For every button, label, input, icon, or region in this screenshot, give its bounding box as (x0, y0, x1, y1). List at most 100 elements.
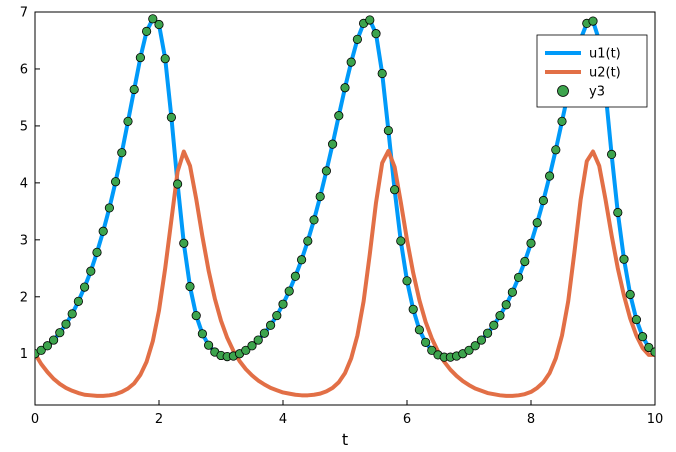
series-point-y3-95 (619, 254, 629, 264)
legend-label-u2t: u2(t) (589, 66, 621, 81)
series-point-y3-49 (334, 111, 344, 121)
x-tick-label-1: 2 (155, 412, 163, 427)
y-tick-label-6: 7 (20, 6, 28, 21)
series-point-y3-46 (315, 191, 325, 202)
series-line-u2t (35, 148, 655, 398)
series-point-y3-98 (637, 332, 648, 342)
series-point-y3-43 (296, 255, 307, 265)
series-point-y3-62 (414, 325, 424, 335)
x-tick-label-5: 10 (647, 412, 664, 427)
series-point-y3-21 (160, 54, 170, 64)
series-point-y3-97 (631, 314, 642, 325)
series-point-y3-6 (67, 309, 77, 319)
series-point-y3-47 (321, 166, 331, 176)
series-point-y3-18 (142, 26, 152, 36)
series-point-y3-5 (61, 319, 71, 329)
x-tick-label-3: 6 (403, 412, 411, 427)
series-point-y3-56 (377, 68, 387, 79)
series-point-y3-10 (92, 247, 102, 257)
series-point-y3-52 (352, 34, 362, 44)
series-point-y3-85 (557, 116, 567, 126)
series-point-y3-100 (650, 347, 655, 357)
series-point-y3-12 (104, 203, 115, 213)
series-point-y3-42 (290, 271, 300, 281)
series-point-y3-17 (135, 52, 145, 63)
series-point-y3-51 (346, 57, 356, 67)
series-point-y3-54 (365, 15, 375, 25)
series-point-y3-15 (123, 116, 133, 126)
series-point-y3-3 (48, 335, 59, 345)
series-point-y3-58 (389, 185, 400, 195)
series-point-y3-24 (179, 238, 189, 248)
series-point-y3-93 (606, 149, 617, 159)
series-point-y3-16 (129, 84, 139, 95)
series-point-y3-72 (476, 335, 486, 345)
series-point-y3-80 (526, 238, 536, 248)
series-point-y3-57 (383, 125, 393, 136)
series-point-y3-55 (371, 29, 381, 39)
series-point-y3-9 (86, 266, 96, 276)
series-point-y3-7 (73, 296, 84, 306)
series-point-y3-23 (173, 179, 183, 189)
series-point-y3-61 (408, 304, 418, 314)
x-tick-label-0: 0 (31, 412, 39, 427)
legend: u1(t) u2(t) y3 (536, 34, 648, 108)
series-point-y3-2 (42, 341, 53, 351)
series-point-y3-83 (544, 171, 555, 181)
series-point-y3-1 (36, 345, 46, 355)
series-point-y3-20 (154, 19, 164, 30)
series-point-y3-76 (501, 300, 511, 310)
series-point-y3-50 (340, 83, 350, 93)
series-point-y3-45 (309, 215, 319, 225)
series-point-y3-14 (117, 148, 127, 158)
plot-area (35, 14, 655, 398)
series-point-y3-71 (470, 341, 480, 351)
series-point-y3-36 (253, 335, 263, 345)
series-point-y3-41 (284, 286, 294, 296)
series-point-y3-81 (532, 218, 542, 228)
series-point-y3-73 (482, 328, 493, 338)
series-point-y3-19 (148, 14, 158, 24)
legend-label-u1t: u1(t) (589, 47, 621, 62)
series-point-y3-48 (327, 139, 338, 149)
series-point-y3-26 (191, 310, 201, 321)
series-point-y3-96 (625, 289, 635, 300)
series-point-y3-78 (513, 272, 524, 283)
legend-swatch-y3 (557, 85, 569, 97)
series-group (35, 14, 655, 398)
series-point-y3-27 (197, 329, 207, 339)
series-point-y3-77 (507, 287, 518, 297)
series-point-y3-22 (166, 112, 176, 122)
series-point-y3-38 (265, 320, 276, 330)
series-point-y3-28 (204, 340, 214, 350)
x-axis-title: t (342, 430, 348, 449)
series-point-y3-64 (427, 345, 437, 355)
series-point-y3-11 (98, 226, 108, 236)
y-tick-label-2: 3 (20, 233, 28, 248)
series-point-y3-13 (111, 177, 121, 187)
y-tick-label-1: 2 (20, 290, 28, 305)
series-point-y3-44 (303, 236, 313, 246)
series-point-y3-39 (272, 310, 282, 321)
series-point-y3-99 (644, 342, 654, 353)
y-tick-label-4: 5 (20, 119, 28, 134)
series-point-y3-63 (420, 337, 431, 347)
series-point-y3-8 (80, 282, 90, 292)
x-tick-label-4: 8 (527, 412, 535, 427)
legend-label-y3: y3 (589, 85, 605, 100)
series-point-y3-79 (520, 256, 530, 267)
series-point-y3-75 (495, 310, 505, 321)
series-point-y3-40 (278, 299, 288, 309)
y-tick-label-3: 4 (20, 176, 28, 191)
y-tick-label-5: 6 (20, 62, 28, 77)
series-point-y3-90 (588, 16, 598, 26)
series-point-y3-74 (489, 320, 499, 330)
x-tick-label-2: 4 (279, 412, 287, 427)
series-point-y3-34 (241, 345, 251, 355)
series-point-y3-82 (538, 195, 549, 206)
series-point-y3-4 (55, 328, 65, 338)
series-point-y3-37 (259, 328, 269, 338)
series-point-y3-70 (464, 345, 474, 355)
